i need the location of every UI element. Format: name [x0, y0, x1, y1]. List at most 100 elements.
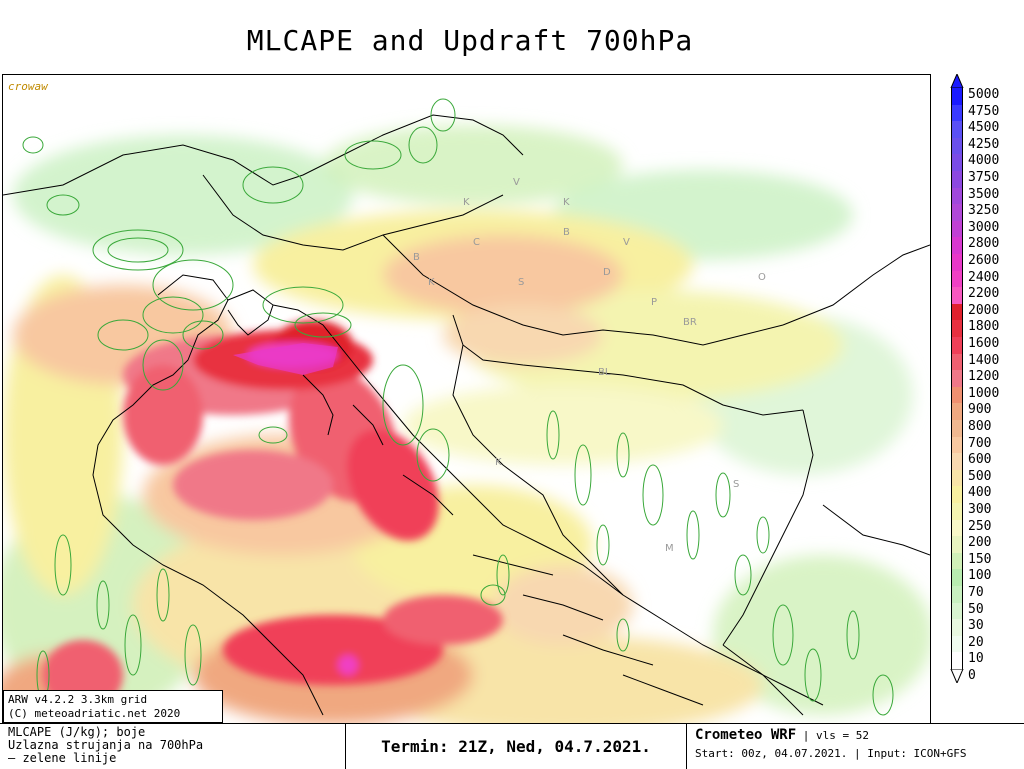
legend-swatch	[951, 137, 963, 155]
legend-label: 1800	[968, 319, 1000, 335]
footer-desc-line: — zelene linije	[8, 751, 117, 765]
legend-row: 300	[946, 503, 1024, 520]
legend-row: 900	[946, 403, 1024, 420]
legend-swatch	[951, 320, 963, 337]
legend-row: 3500	[946, 187, 1024, 205]
region-letter: B	[563, 227, 570, 238]
legend-swatch	[951, 652, 963, 669]
legend-label: 1400	[968, 352, 1000, 368]
legend-label: 4000	[968, 153, 1000, 169]
legend-label: 2000	[968, 302, 1000, 318]
forecast-time: Termin: 21Z, Ned, 04.7.2021.	[345, 724, 687, 769]
legend-row: 2800	[946, 237, 1024, 254]
region-letter: O	[758, 272, 766, 283]
footer-description: MLCAPE (J/kg); boje Uzlazna strujanja na…	[8, 726, 203, 765]
legend-label: 700	[968, 435, 992, 451]
region-letter: BL	[598, 367, 611, 378]
legend-row: 50	[946, 602, 1024, 620]
legend-top-arrow	[950, 74, 964, 88]
legend-swatch	[951, 486, 963, 503]
corner-logo: crowaw	[8, 80, 48, 93]
region-letter: BR	[683, 317, 697, 328]
legend-label: 0	[968, 668, 976, 683]
legend-label: 200	[968, 535, 992, 551]
legend-row: 3000	[946, 219, 1024, 238]
legend-label: 4500	[968, 120, 1000, 136]
legend-row: 500	[946, 468, 1024, 487]
region-letter: K	[428, 277, 435, 288]
brand-name: Crometeo WRF	[695, 727, 797, 743]
legend-label: 300	[968, 502, 992, 517]
legend-label: 4250	[968, 136, 1000, 152]
credit-box: ARW v4.2.2 3.3km grid (C) meteoadriatic.…	[3, 690, 223, 723]
legend-row: 2600	[946, 254, 1024, 271]
region-letter: S	[518, 277, 524, 288]
region-letter: K	[463, 197, 470, 208]
legend-label: 100	[968, 568, 992, 584]
legend-swatch	[951, 386, 963, 404]
legend-label: 2600	[968, 253, 1000, 268]
legend-swatch	[951, 536, 963, 553]
map-panel: K V K B V K S D P BL S M K BR O C B	[2, 74, 931, 724]
legend-label: 250	[968, 518, 992, 534]
legend-label: 2400	[968, 269, 1000, 285]
legend-swatch	[951, 187, 963, 205]
legend-row: 700	[946, 435, 1024, 454]
legend-label: 150	[968, 551, 992, 567]
legend-row: 200	[946, 536, 1024, 553]
legend-label: 3000	[968, 219, 1000, 235]
legend-label: 4750	[968, 103, 1000, 119]
color-legend: 500 0 4750 4500 4250 4000 3750 3500 3250 3000 2800…	[946, 74, 1024, 693]
legend-swatch	[951, 569, 963, 586]
chart-title: MLCAPE and Updraft 700hPa	[246, 24, 694, 57]
region-letter: B	[413, 252, 420, 263]
model-version: ARW v4.2.2 3.3km grid	[8, 693, 148, 706]
legend-row: 1200	[946, 370, 1024, 387]
legend-label: 3250	[968, 203, 1000, 219]
legend-swatch	[951, 104, 963, 122]
legend-label: 1200	[968, 369, 1000, 385]
legend-swatch	[951, 171, 963, 188]
input-source: Input: ICON+GFS	[867, 747, 967, 760]
legend-swatch	[951, 370, 963, 387]
legend-row: 400	[946, 486, 1024, 503]
region-letter: C	[473, 237, 480, 248]
legend-swatch	[951, 121, 963, 138]
legend-row: 1600	[946, 337, 1024, 354]
legend-row: 4750	[946, 103, 1024, 122]
region-letter: V	[623, 237, 630, 248]
legend-label: 800	[968, 419, 992, 434]
legend-row: 70	[946, 586, 1024, 603]
legend-row: 3750	[946, 171, 1024, 188]
region-letter: K	[563, 197, 570, 208]
legend-swatch	[951, 337, 963, 354]
legend-label: 3750	[968, 170, 1000, 185]
copyright: (C) meteoadriatic.net 2020	[8, 707, 181, 720]
legend-swatch	[951, 436, 963, 454]
region-letter: S	[733, 479, 739, 490]
footer-desc-line: MLCAPE (J/kg); boje	[8, 725, 146, 739]
region-letters: K V K B V K S D P BL S M K BR O C B	[413, 177, 766, 554]
region-letter: D	[603, 267, 611, 278]
legend-label: 900	[968, 402, 992, 418]
legend-swatch	[951, 403, 963, 420]
legend-bottom-arrow	[950, 669, 964, 683]
legend-row: 1400	[946, 352, 1024, 371]
legend-label: 30	[968, 618, 984, 634]
legend-swatch	[951, 602, 963, 620]
run-start: Start: 00z, 04.07.2021.	[695, 747, 848, 760]
legend-label: 500	[968, 468, 992, 484]
legend-swatch	[951, 237, 963, 254]
legend-row: 800	[946, 420, 1024, 437]
footer: MLCAPE (J/kg); boje Uzlazna strujanja na…	[0, 723, 1024, 769]
legend-swatch	[951, 503, 963, 520]
legend-swatch	[951, 635, 963, 653]
legend-swatch	[951, 88, 963, 105]
legend-label: 2200	[968, 286, 1000, 302]
legend-row: 2400	[946, 269, 1024, 288]
legend-swatch	[951, 519, 963, 537]
region-letter: M	[665, 543, 674, 554]
legend-swatch	[951, 619, 963, 636]
legend-swatch	[951, 453, 963, 470]
legend-swatch	[951, 204, 963, 221]
